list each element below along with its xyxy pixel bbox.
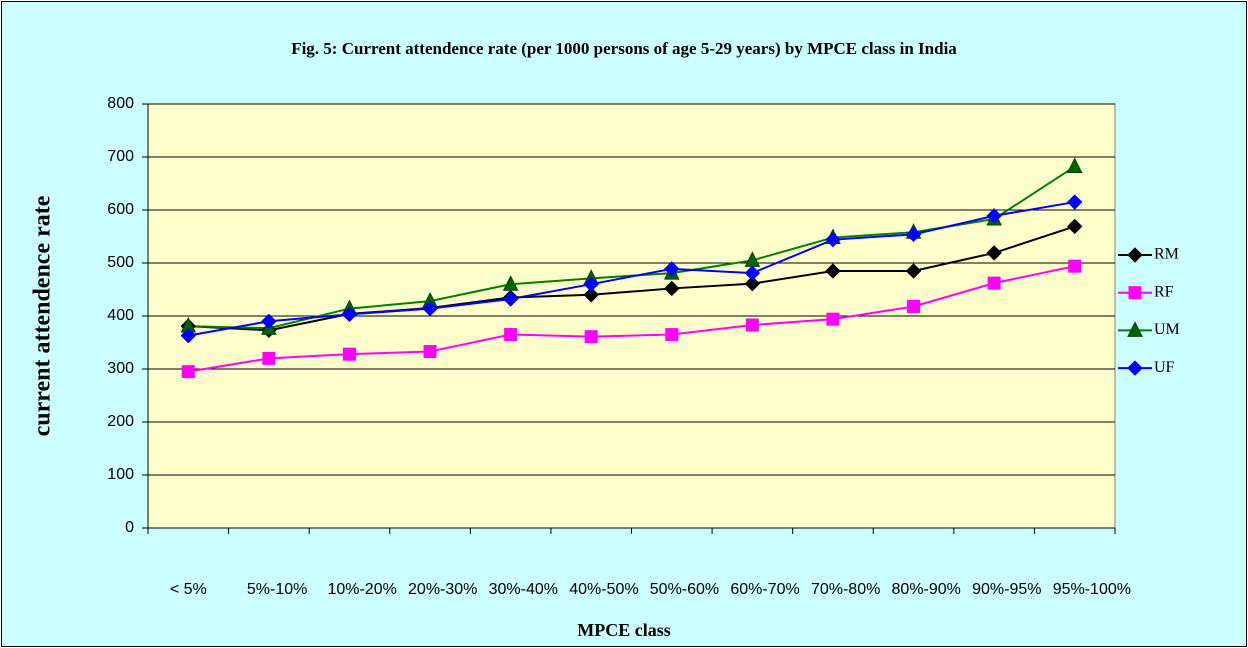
y-tick-label: 800 — [107, 95, 134, 112]
x-tick-label: 60%-70% — [730, 581, 800, 598]
legend-marker — [1127, 247, 1143, 263]
data-point — [1068, 259, 1082, 273]
y-tick-label: 0 — [125, 519, 134, 536]
series-line — [188, 265, 1075, 373]
x-tick-label-box: 95%-100% — [1045, 542, 1131, 602]
series-line — [188, 201, 1075, 337]
data-point — [745, 318, 759, 332]
data-point — [262, 351, 276, 365]
x-tick-label-box: 20%-30% — [400, 542, 478, 602]
x-tick-label: 30%-40% — [488, 581, 558, 598]
x-tick-label-box: 60%-70% — [722, 542, 800, 602]
series-line — [188, 225, 1076, 332]
x-tick-label: 5%-10% — [246, 581, 308, 598]
data-point — [664, 280, 680, 297]
data-point — [664, 261, 680, 277]
data-point — [180, 327, 196, 344]
data-point — [423, 345, 437, 359]
data-point — [986, 245, 1002, 261]
data-point — [986, 208, 1002, 224]
y-axis-title: current attendence rate — [30, 195, 56, 436]
x-tick-label: 10%-20% — [327, 581, 397, 598]
data-point — [502, 275, 519, 291]
data-point — [987, 276, 1001, 290]
data-point — [583, 287, 599, 303]
chart-title: Fig. 5: Current attendence rate (per 100… — [291, 39, 957, 58]
legend-label: UM — [1154, 321, 1180, 338]
y-tick-label: 700 — [107, 148, 134, 165]
y-tick-label: 400 — [107, 307, 134, 324]
x-tick-label: 50%-60% — [649, 581, 720, 598]
x-tick-label-box: 80%-90% — [884, 542, 961, 602]
legend-label: RF — [1154, 283, 1174, 300]
data-point — [342, 347, 356, 361]
data-point — [181, 365, 195, 379]
data-point — [422, 300, 438, 317]
legend-label: RM — [1154, 246, 1179, 263]
legend-marker — [1128, 286, 1142, 300]
x-tick-label-box: 30%-40% — [481, 542, 558, 602]
data-point — [907, 299, 921, 313]
x-tick-label-box: 10%-20% — [319, 542, 397, 602]
data-point — [341, 306, 358, 323]
x-tick-label: 80%-90% — [891, 581, 961, 598]
x-tick-label: 90%-95% — [972, 581, 1042, 598]
data-point — [584, 330, 598, 344]
x-tick-label-box: 5%-10% — [239, 542, 308, 602]
data-point — [261, 313, 277, 330]
x-tick-label: 95%-100% — [1052, 581, 1131, 598]
data-point — [504, 328, 518, 342]
y-tick-label: 200 — [107, 413, 134, 430]
data-point — [1066, 157, 1083, 174]
legend-marker — [1127, 360, 1143, 376]
data-point — [744, 265, 761, 281]
x-tick-label-box: 40%-50% — [561, 542, 639, 602]
x-tick-label: 40%-50% — [569, 581, 639, 598]
data-point — [826, 312, 840, 326]
x-axis-title: MPCE class — [577, 620, 671, 640]
data-point — [1067, 194, 1083, 210]
x-tick-label: < 5% — [169, 581, 207, 598]
x-tick-label-box: < 5% — [158, 542, 218, 602]
data-point — [905, 226, 922, 243]
x-tick-label-box: 70%-80% — [803, 542, 881, 602]
data-point — [825, 231, 841, 248]
y-tick-label: 100 — [107, 466, 134, 483]
data-point — [665, 328, 679, 342]
data-point — [502, 291, 519, 307]
data-point — [1067, 218, 1083, 235]
x-tick-label-box: 50%-60% — [642, 542, 720, 602]
y-tick-label: 600 — [107, 201, 134, 218]
data-point — [825, 263, 841, 279]
y-tick-label: 500 — [107, 254, 134, 271]
x-tick-label: 70%-80% — [810, 581, 881, 598]
x-tick-label-box: 90%-95% — [964, 542, 1042, 602]
data-point — [744, 275, 761, 292]
data-point — [905, 263, 922, 279]
data-point — [583, 276, 599, 292]
legend-label: UF — [1154, 359, 1175, 376]
x-tick-label: 20%-30% — [408, 581, 478, 598]
y-tick-label: 300 — [107, 360, 134, 377]
legend-marker — [1127, 321, 1143, 337]
